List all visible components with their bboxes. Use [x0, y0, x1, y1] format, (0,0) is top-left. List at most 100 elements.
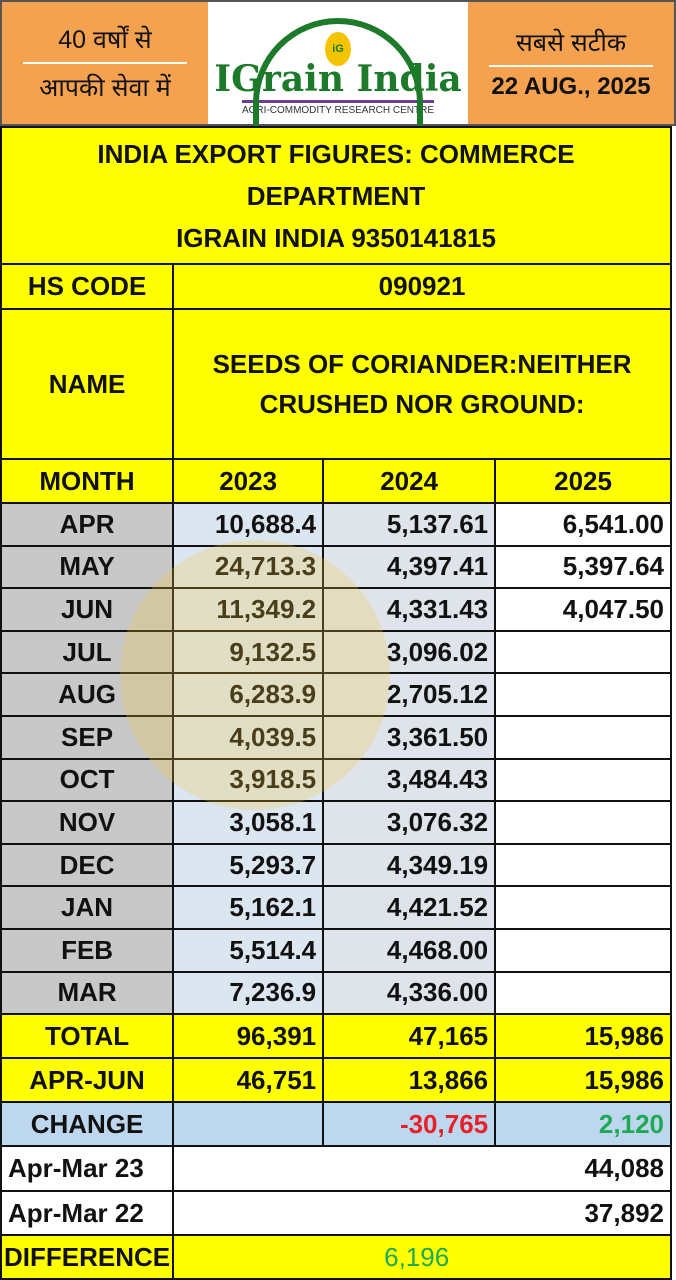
- month-row: OCT 3,918.5 3,484.43: [0, 757, 672, 803]
- name-label: NAME: [0, 308, 175, 460]
- month-label: SEP: [0, 714, 175, 760]
- date-box: सबसे सटीक 22 AUG., 2025: [468, 2, 674, 124]
- cell: 96,391: [172, 1013, 325, 1060]
- tagline-box: 40 वर्षों से आपकी सेवा में: [2, 2, 208, 124]
- cell: 4,397.41: [322, 544, 497, 590]
- logo-badge-icon: iG: [325, 32, 351, 66]
- cell: 47,165: [322, 1013, 497, 1060]
- cell: 3,058.1: [172, 800, 325, 845]
- col-header: 2025: [494, 458, 672, 504]
- apr-mar-23-row: Apr-Mar 23 44,088: [0, 1145, 672, 1193]
- month-label: NOV: [0, 800, 175, 845]
- name-line1: SEEDS OF CORIANDER:NEITHER: [212, 349, 632, 379]
- row-label: DIFFERENCE: [0, 1234, 175, 1280]
- cell: 4,421.52: [322, 885, 497, 930]
- month-label: MAY: [0, 544, 175, 590]
- cell: 15,986: [494, 1013, 672, 1060]
- report-date: 22 AUG., 2025: [491, 73, 651, 100]
- cell: 6,541.00: [494, 502, 672, 547]
- month-label: AUG: [0, 672, 175, 717]
- cell: [172, 1101, 325, 1148]
- cell: 5,293.7: [172, 842, 325, 888]
- col-header: MONTH: [0, 458, 175, 504]
- cell: 46,751: [172, 1057, 325, 1104]
- month-row: NOV 3,058.1 3,076.32: [0, 800, 672, 845]
- cell: 4,349.19: [322, 842, 497, 888]
- month-row: DEC 5,293.7 4,349.19: [0, 842, 672, 888]
- row-label: Apr-Mar 22: [0, 1190, 175, 1237]
- cell: 4,047.50: [494, 587, 672, 632]
- cell: [494, 629, 672, 675]
- cell: 4,331.43: [322, 587, 497, 632]
- apr-jun-row: APR-JUN 46,751 13,866 15,986: [0, 1057, 672, 1104]
- cell: 7,236.9: [172, 970, 325, 1016]
- month-row: JAN 5,162.1 4,421.52: [0, 885, 672, 930]
- cell: 13,866: [322, 1057, 497, 1104]
- cell: 5,397.64: [494, 544, 672, 590]
- hs-code-label: HS CODE: [0, 263, 175, 310]
- cell: 11,349.2: [172, 587, 325, 632]
- month-label: OCT: [0, 757, 175, 803]
- cell: [494, 672, 672, 717]
- cell: 3,076.32: [322, 800, 497, 845]
- change-row: CHANGE -30,765 2,120: [0, 1101, 672, 1148]
- month-label: DEC: [0, 842, 175, 888]
- difference-value: 6,196: [172, 1234, 672, 1280]
- cell: 5,162.1: [172, 885, 325, 930]
- igrain-logo: iG IGrain India AGRI-COMMODITY RESEARCH …: [208, 2, 468, 128]
- cell: 9,132.5: [172, 629, 325, 675]
- cell: 44,088: [172, 1145, 672, 1193]
- cell: 5,137.61: [322, 502, 497, 547]
- month-label: JAN: [0, 885, 175, 930]
- change-negative: -30,765: [322, 1101, 497, 1148]
- cell: [494, 927, 672, 973]
- cell: 5,514.4: [172, 927, 325, 973]
- month-row: FEB 5,514.4 4,468.00: [0, 927, 672, 973]
- title-line3: IGRAIN INDIA 9350141815: [176, 222, 496, 253]
- cell: [494, 800, 672, 845]
- cell: 6,283.9: [172, 672, 325, 717]
- cell: 3,918.5: [172, 757, 325, 803]
- cell: 4,039.5: [172, 714, 325, 760]
- month-row: SEP 4,039.5 3,361.50: [0, 714, 672, 760]
- month-row: JUN 11,349.2 4,331.43 4,047.50: [0, 587, 672, 632]
- month-row: JUL 9,132.5 3,096.02: [0, 629, 672, 675]
- total-row: TOTAL 96,391 47,165 15,986: [0, 1013, 672, 1060]
- apr-mar-22-row: Apr-Mar 22 37,892: [0, 1190, 672, 1237]
- month-row: MAR 7,236.9 4,336.00: [0, 970, 672, 1016]
- month-row: APR 10,688.4 5,137.61 6,541.00: [0, 502, 672, 547]
- cell: 15,986: [494, 1057, 672, 1104]
- month-label: APR: [0, 502, 175, 547]
- difference-row: DIFFERENCE 6,196: [0, 1234, 672, 1280]
- tagline-line1: 40 वर्षों से: [58, 26, 152, 54]
- cell: 3,361.50: [322, 714, 497, 760]
- divider: [488, 65, 654, 67]
- tagline-line2: आपकी सेवा में: [39, 74, 171, 102]
- month-label: JUL: [0, 629, 175, 675]
- logo-name: IGrain India: [214, 58, 462, 100]
- cell: [494, 885, 672, 930]
- cell: [494, 970, 672, 1016]
- cell: [494, 714, 672, 760]
- cell: 4,336.00: [322, 970, 497, 1016]
- commodity-name: SEEDS OF CORIANDER:NEITHER CRUSHED NOR G…: [172, 308, 672, 460]
- cell: [494, 842, 672, 888]
- col-header: 2024: [322, 458, 497, 504]
- row-label: Apr-Mar 23: [0, 1145, 175, 1193]
- title-line1: INDIA EXPORT FIGURES: COMMERCE: [97, 138, 575, 169]
- cell: 2,705.12: [322, 672, 497, 717]
- export-table: INDIA EXPORT FIGURES: COMMERCE DEPARTMEN…: [0, 126, 672, 1280]
- header-banner: 40 वर्षों से आपकी सेवा में iG IGrain Ind…: [0, 0, 676, 128]
- cell: 4,468.00: [322, 927, 497, 973]
- cell: 24,713.3: [172, 544, 325, 590]
- column-header-row: MONTH 2023 2024 2025: [0, 458, 672, 504]
- cell: 10,688.4: [172, 502, 325, 547]
- hs-code-value: 090921: [172, 263, 672, 310]
- month-label: FEB: [0, 927, 175, 973]
- row-label: CHANGE: [0, 1101, 175, 1148]
- cell: [494, 757, 672, 803]
- cell: 3,096.02: [322, 629, 497, 675]
- month-row: AUG 6,283.9 2,705.12: [0, 672, 672, 717]
- month-label: JUN: [0, 587, 175, 632]
- month-label: MAR: [0, 970, 175, 1016]
